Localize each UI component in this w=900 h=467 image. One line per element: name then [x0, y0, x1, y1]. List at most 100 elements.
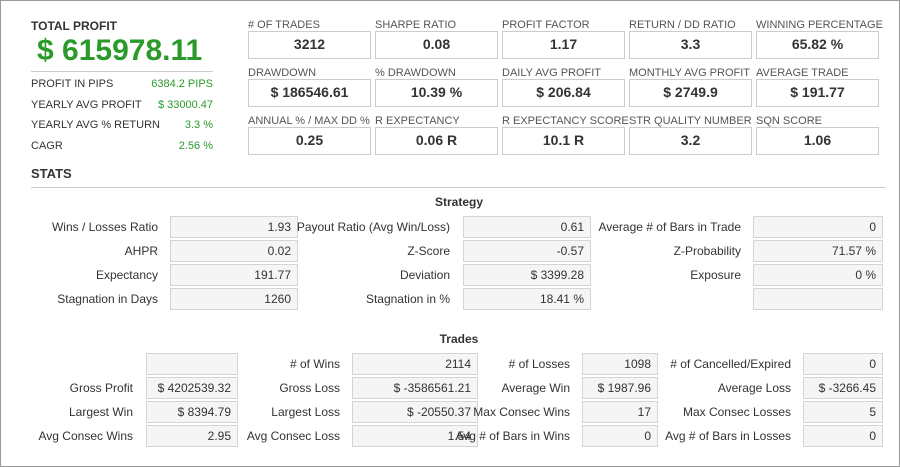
stats-title: STATS	[31, 166, 72, 181]
stat-box: 1.54	[352, 425, 478, 447]
metric-label: R EXPECTANCY	[375, 115, 460, 127]
stat-box: 18.41 %	[463, 288, 591, 310]
metric-label: RETURN / DD RATIO	[629, 19, 736, 31]
stat-label: Max Consec Wins	[473, 405, 570, 419]
summary-value: 3.3 %	[184, 119, 213, 132]
stat-label: Expectancy	[95, 268, 158, 282]
stat-box: 1.93	[170, 216, 298, 238]
stat-label: Z-Score	[407, 244, 450, 258]
stat-label: Payout Ratio (Avg Win/Loss)	[296, 220, 450, 234]
stat-label: Avg Consec Wins	[38, 429, 133, 443]
stat-box: 2114	[352, 353, 478, 375]
metric-box: 10.39 %	[375, 79, 498, 107]
stat-box: 0.61	[463, 216, 591, 238]
stat-box: 0	[753, 216, 883, 238]
stat-box: 0	[803, 425, 883, 447]
metric-box: 1.17	[502, 31, 625, 59]
stat-box: $ 1987.96	[582, 377, 658, 399]
stat-label: Average Win	[501, 381, 570, 395]
section-title: Strategy	[434, 195, 484, 209]
stat-label: AHPR	[124, 244, 158, 258]
stat-label: Wins / Losses Ratio	[51, 220, 158, 234]
summary-label: YEARLY AVG % RETURN	[31, 119, 160, 132]
stat-label: Stagnation in %	[365, 292, 450, 306]
stat-box: $ 8394.79	[146, 401, 238, 423]
summary-value: 2.56 %	[178, 140, 213, 153]
stat-box: $ -20550.37	[352, 401, 478, 423]
stat-box: 17	[582, 401, 658, 423]
metric-box: 3.3	[629, 31, 752, 59]
metric-label: DRAWDOWN	[248, 67, 317, 79]
metric-label: R EXPECTANCY SCORE	[502, 115, 629, 127]
total-profit-label: TOTAL PROFIT	[31, 19, 117, 33]
metric-box: $ 191.77	[756, 79, 879, 107]
stat-box	[753, 288, 883, 310]
stat-label: Avg # of Bars in Wins	[455, 429, 571, 443]
total-profit: $ 615978.11	[37, 34, 203, 67]
stat-box: $ 3399.28	[463, 264, 591, 286]
divider	[31, 71, 213, 72]
stat-label: Exposure	[690, 268, 741, 282]
stat-label: Largest Win	[68, 405, 133, 419]
summary-value: 6384.2 PIPS	[151, 78, 213, 90]
metric-label: STR QUALITY NUMBER	[629, 115, 752, 127]
stat-label: Stagnation in Days	[57, 292, 158, 306]
stat-box: $ 4202539.32	[146, 377, 238, 399]
stat-box: 0	[582, 425, 658, 447]
metric-label: MONTHLY AVG PROFIT	[629, 67, 751, 79]
metric-box: 0.25	[248, 127, 371, 155]
metric-label: # OF TRADES	[248, 19, 320, 31]
metric-box: 3212	[248, 31, 371, 59]
metric-box: 1.06	[756, 127, 879, 155]
stat-box: -0.57	[463, 240, 591, 262]
summary-label: PROFIT IN PIPS	[31, 78, 114, 90]
stat-box: $ -3586561.21	[352, 377, 478, 399]
stat-box: 2.95	[146, 425, 238, 447]
stat-label: # of Cancelled/Expired	[670, 357, 791, 371]
stat-label: Deviation	[399, 268, 450, 282]
stat-label: Z-Probability	[673, 244, 741, 258]
stat-label: Largest Loss	[271, 405, 340, 419]
metric-label: AVERAGE TRADE	[756, 67, 849, 79]
stat-label: # of Losses	[508, 357, 570, 371]
stat-box: 1098	[582, 353, 658, 375]
stat-box	[146, 353, 238, 375]
stat-box: 0.02	[170, 240, 298, 262]
summary-label: CAGR	[31, 140, 63, 153]
stat-box: 0	[803, 353, 883, 375]
metric-label: PROFIT FACTOR	[502, 19, 590, 31]
stat-label: Average # of Bars in Trade	[598, 220, 741, 234]
metric-box: 3.2	[629, 127, 752, 155]
metric-label: SHARPE RATIO	[375, 19, 457, 31]
metric-label: ANNUAL % / MAX DD %	[248, 115, 370, 127]
metric-box: 0.08	[375, 31, 498, 59]
summary-label: YEARLY AVG PROFIT	[31, 98, 142, 111]
stat-label: Max Consec Losses	[682, 405, 791, 419]
metric-label: WINNING PERCENTAGE	[756, 19, 883, 31]
stat-box: 71.57 %	[753, 240, 883, 262]
stat-box: 1260	[170, 288, 298, 310]
stat-label: Average Loss	[717, 381, 791, 395]
metric-label: DAILY AVG PROFIT	[502, 67, 602, 79]
stat-label: # of Wins	[289, 357, 340, 371]
section-title: Trades	[439, 332, 479, 346]
metric-box: $ 2749.9	[629, 79, 752, 107]
metric-box: 0.06 R	[375, 127, 498, 155]
stat-label: Gross Loss	[279, 381, 340, 395]
stat-box: 5	[803, 401, 883, 423]
stat-box: $ -3266.45	[803, 377, 883, 399]
stat-box: 0 %	[753, 264, 883, 286]
summary-value: $ 33000.47	[157, 98, 213, 111]
stat-label: Gross Profit	[69, 381, 133, 395]
stat-label: Avg # of Bars in Losses	[665, 429, 791, 443]
metric-box: 65.82 %	[756, 31, 879, 59]
stat-label: Avg Consec Loss	[246, 429, 340, 443]
stat-box: 191.77	[170, 264, 298, 286]
metric-box: $ 186546.61	[248, 79, 371, 107]
metric-box: 10.1 R	[502, 127, 625, 155]
metric-label: % DRAWDOWN	[375, 67, 456, 79]
divider	[31, 187, 886, 188]
metric-box: $ 206.84	[502, 79, 625, 107]
metric-label: SQN SCORE	[756, 115, 823, 127]
